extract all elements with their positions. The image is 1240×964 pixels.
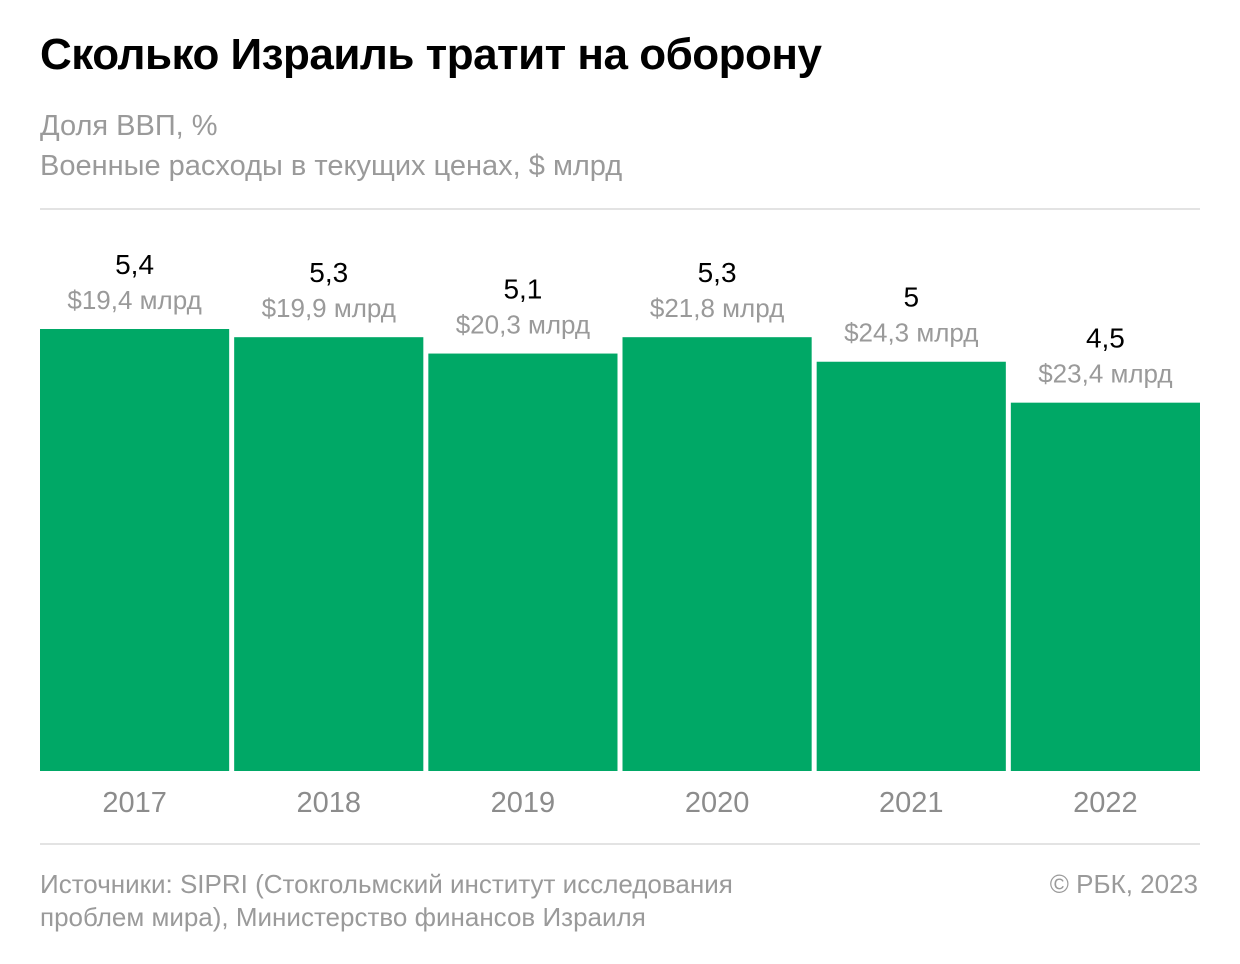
source-note: Источники: SIPRI (Стокгольмский институт…: [40, 868, 733, 934]
spending-label-2022: $23,4 млрд: [1038, 359, 1172, 389]
chart-subtitle-gdp-share: Доля ВВП, %: [40, 110, 218, 142]
chart-title: Сколько Израиль тратит на оборону: [40, 30, 822, 79]
gdp-share-label-2020: 5,3: [698, 257, 737, 288]
x-tick-label-2021: 2021: [879, 787, 944, 819]
copyright: © РБК, 2023: [1049, 869, 1198, 899]
bar-2019: [428, 353, 618, 771]
spending-label-2019: $20,3 млрд: [456, 310, 590, 340]
source-line-2: проблем мира), Министерство финансов Изр…: [40, 902, 646, 932]
spending-label-2018: $19,9 млрд: [262, 293, 396, 323]
gdp-share-label-2019: 5,1: [503, 274, 542, 305]
bar-2018: [234, 337, 424, 771]
bottom-divider: [40, 843, 1200, 845]
x-tick-label-2019: 2019: [491, 787, 556, 819]
bar-2020: [622, 337, 812, 771]
spending-label-2021: $24,3 млрд: [844, 318, 978, 348]
x-tick-label-2022: 2022: [1073, 787, 1138, 819]
spending-label-2017: $19,4 млрд: [67, 285, 201, 315]
x-tick-label-2018: 2018: [296, 787, 361, 819]
chart-subtitle-spending: Военные расходы в текущих ценах, $ млрд: [40, 150, 623, 182]
bar-2022: [1010, 402, 1200, 771]
bar-2017: [40, 329, 230, 771]
bar-2021: [816, 361, 1006, 771]
source-line-1: Источники: SIPRI (Стокгольмский институт…: [40, 869, 733, 899]
x-tick-label-2017: 2017: [102, 787, 167, 819]
spending-label-2020: $21,8 млрд: [650, 293, 784, 323]
gdp-share-label-2022: 4,5: [1086, 323, 1125, 354]
top-divider: [40, 208, 1200, 210]
gdp-share-label-2017: 5,4: [115, 249, 154, 280]
gdp-share-label-2018: 5,3: [309, 257, 348, 288]
x-tick-label-2020: 2020: [685, 787, 750, 819]
gdp-share-label-2021: 5: [903, 282, 919, 313]
